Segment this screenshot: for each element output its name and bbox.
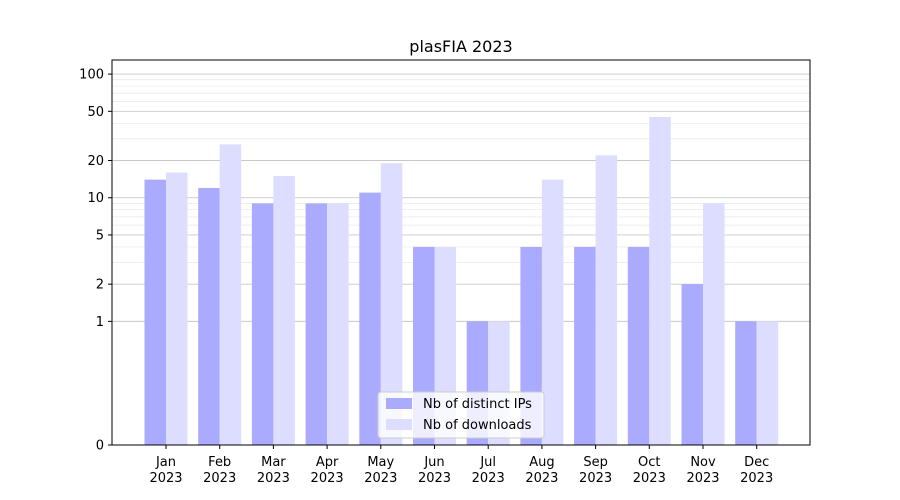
x-tick-label-year: 2023 — [633, 471, 666, 486]
x-tick-label-month: Jun — [423, 455, 444, 470]
x-tick-label-month: May — [367, 455, 394, 470]
bar-nb-of-distinct-ips-dec — [735, 321, 757, 445]
legend: Nb of distinct IPs Nb of downloads — [377, 391, 545, 439]
bar-nb-of-distinct-ips-nov — [681, 284, 703, 445]
x-tick-label-month: Feb — [208, 455, 231, 470]
x-tick-label-year: 2023 — [740, 471, 773, 486]
legend-swatch-downloads — [386, 419, 412, 430]
plot-frame — [111, 59, 811, 446]
legend-label-downloads: Nb of downloads — [423, 418, 532, 433]
legend-swatch-distinct-ips — [386, 398, 412, 409]
y-tick-label: 2 — [96, 278, 104, 293]
bar-nb-of-downloads-oct — [649, 116, 671, 445]
y-tick-label: 5 — [96, 228, 104, 243]
x-tick-label-year: 2023 — [311, 471, 344, 486]
x-tick-label-month: Dec — [744, 455, 769, 470]
bar-nb-of-downloads-apr — [327, 203, 349, 445]
y-tick-label: 1 — [96, 315, 104, 330]
bar-nb-of-distinct-ips-sep — [574, 246, 596, 445]
x-tick-label-year: 2023 — [472, 471, 505, 486]
x-tick-label-month: Nov — [690, 455, 716, 470]
x-tick-label-year: 2023 — [579, 471, 612, 486]
bar-nb-of-downloads-may — [380, 163, 403, 445]
bar-nb-of-downloads-nov — [703, 203, 725, 445]
x-tick-label-month: Jan — [155, 455, 176, 470]
x-tick-label-year: 2023 — [686, 471, 719, 486]
bar-nb-of-downloads-aug — [541, 179, 564, 446]
y-tick-label: 50 — [87, 105, 104, 120]
bar-nb-of-downloads-feb — [219, 144, 242, 445]
x-tick-label-month: Apr — [316, 455, 339, 470]
bar-nb-of-distinct-ips-feb — [198, 187, 220, 445]
bar-nb-of-downloads-sep — [595, 155, 618, 445]
y-tick-label: 20 — [87, 154, 104, 169]
x-tick-label-month: Aug — [529, 455, 554, 470]
legend-box — [377, 391, 545, 439]
bar-nb-of-distinct-ips-oct — [627, 246, 650, 445]
y-tick-label: 0 — [96, 439, 104, 454]
x-tick-label-year: 2023 — [364, 471, 397, 486]
x-tick-label-year: 2023 — [418, 471, 451, 486]
x-tick-label-month: Sep — [583, 455, 608, 470]
bar-nb-of-distinct-ips-mar — [251, 203, 274, 445]
bar-nb-of-downloads-mar — [273, 175, 295, 445]
x-tick-label-year: 2023 — [203, 471, 236, 486]
bar-nb-of-downloads-dec — [756, 321, 779, 445]
x-tick-label-year: 2023 — [149, 471, 182, 486]
y-tick-label: 100 — [79, 68, 104, 83]
bar-nb-of-downloads-jan — [166, 172, 188, 446]
bar-nb-of-distinct-ips-jan — [144, 179, 166, 446]
y-axis: 0 1 2 5 10 20 50 100 — [79, 68, 112, 454]
bar-nb-of-distinct-ips-apr — [305, 203, 328, 445]
x-tick-label-month: Mar — [261, 455, 286, 470]
x-tick-label-month: Jul — [479, 455, 496, 470]
x-tick-label-year: 2023 — [257, 471, 290, 486]
x-tick-label-month: Oct — [638, 455, 660, 470]
x-axis: Jan2023Feb2023Mar2023Apr2023May2023Jun20… — [149, 445, 773, 486]
bar-nb-of-distinct-ips-may — [359, 192, 381, 445]
chart-title: plasFIA 2023 — [409, 37, 512, 56]
legend-label-distinct-ips: Nb of distinct IPs — [423, 397, 532, 412]
y-tick-label: 10 — [87, 191, 104, 206]
bars — [144, 116, 779, 446]
x-tick-label-year: 2023 — [525, 471, 558, 486]
